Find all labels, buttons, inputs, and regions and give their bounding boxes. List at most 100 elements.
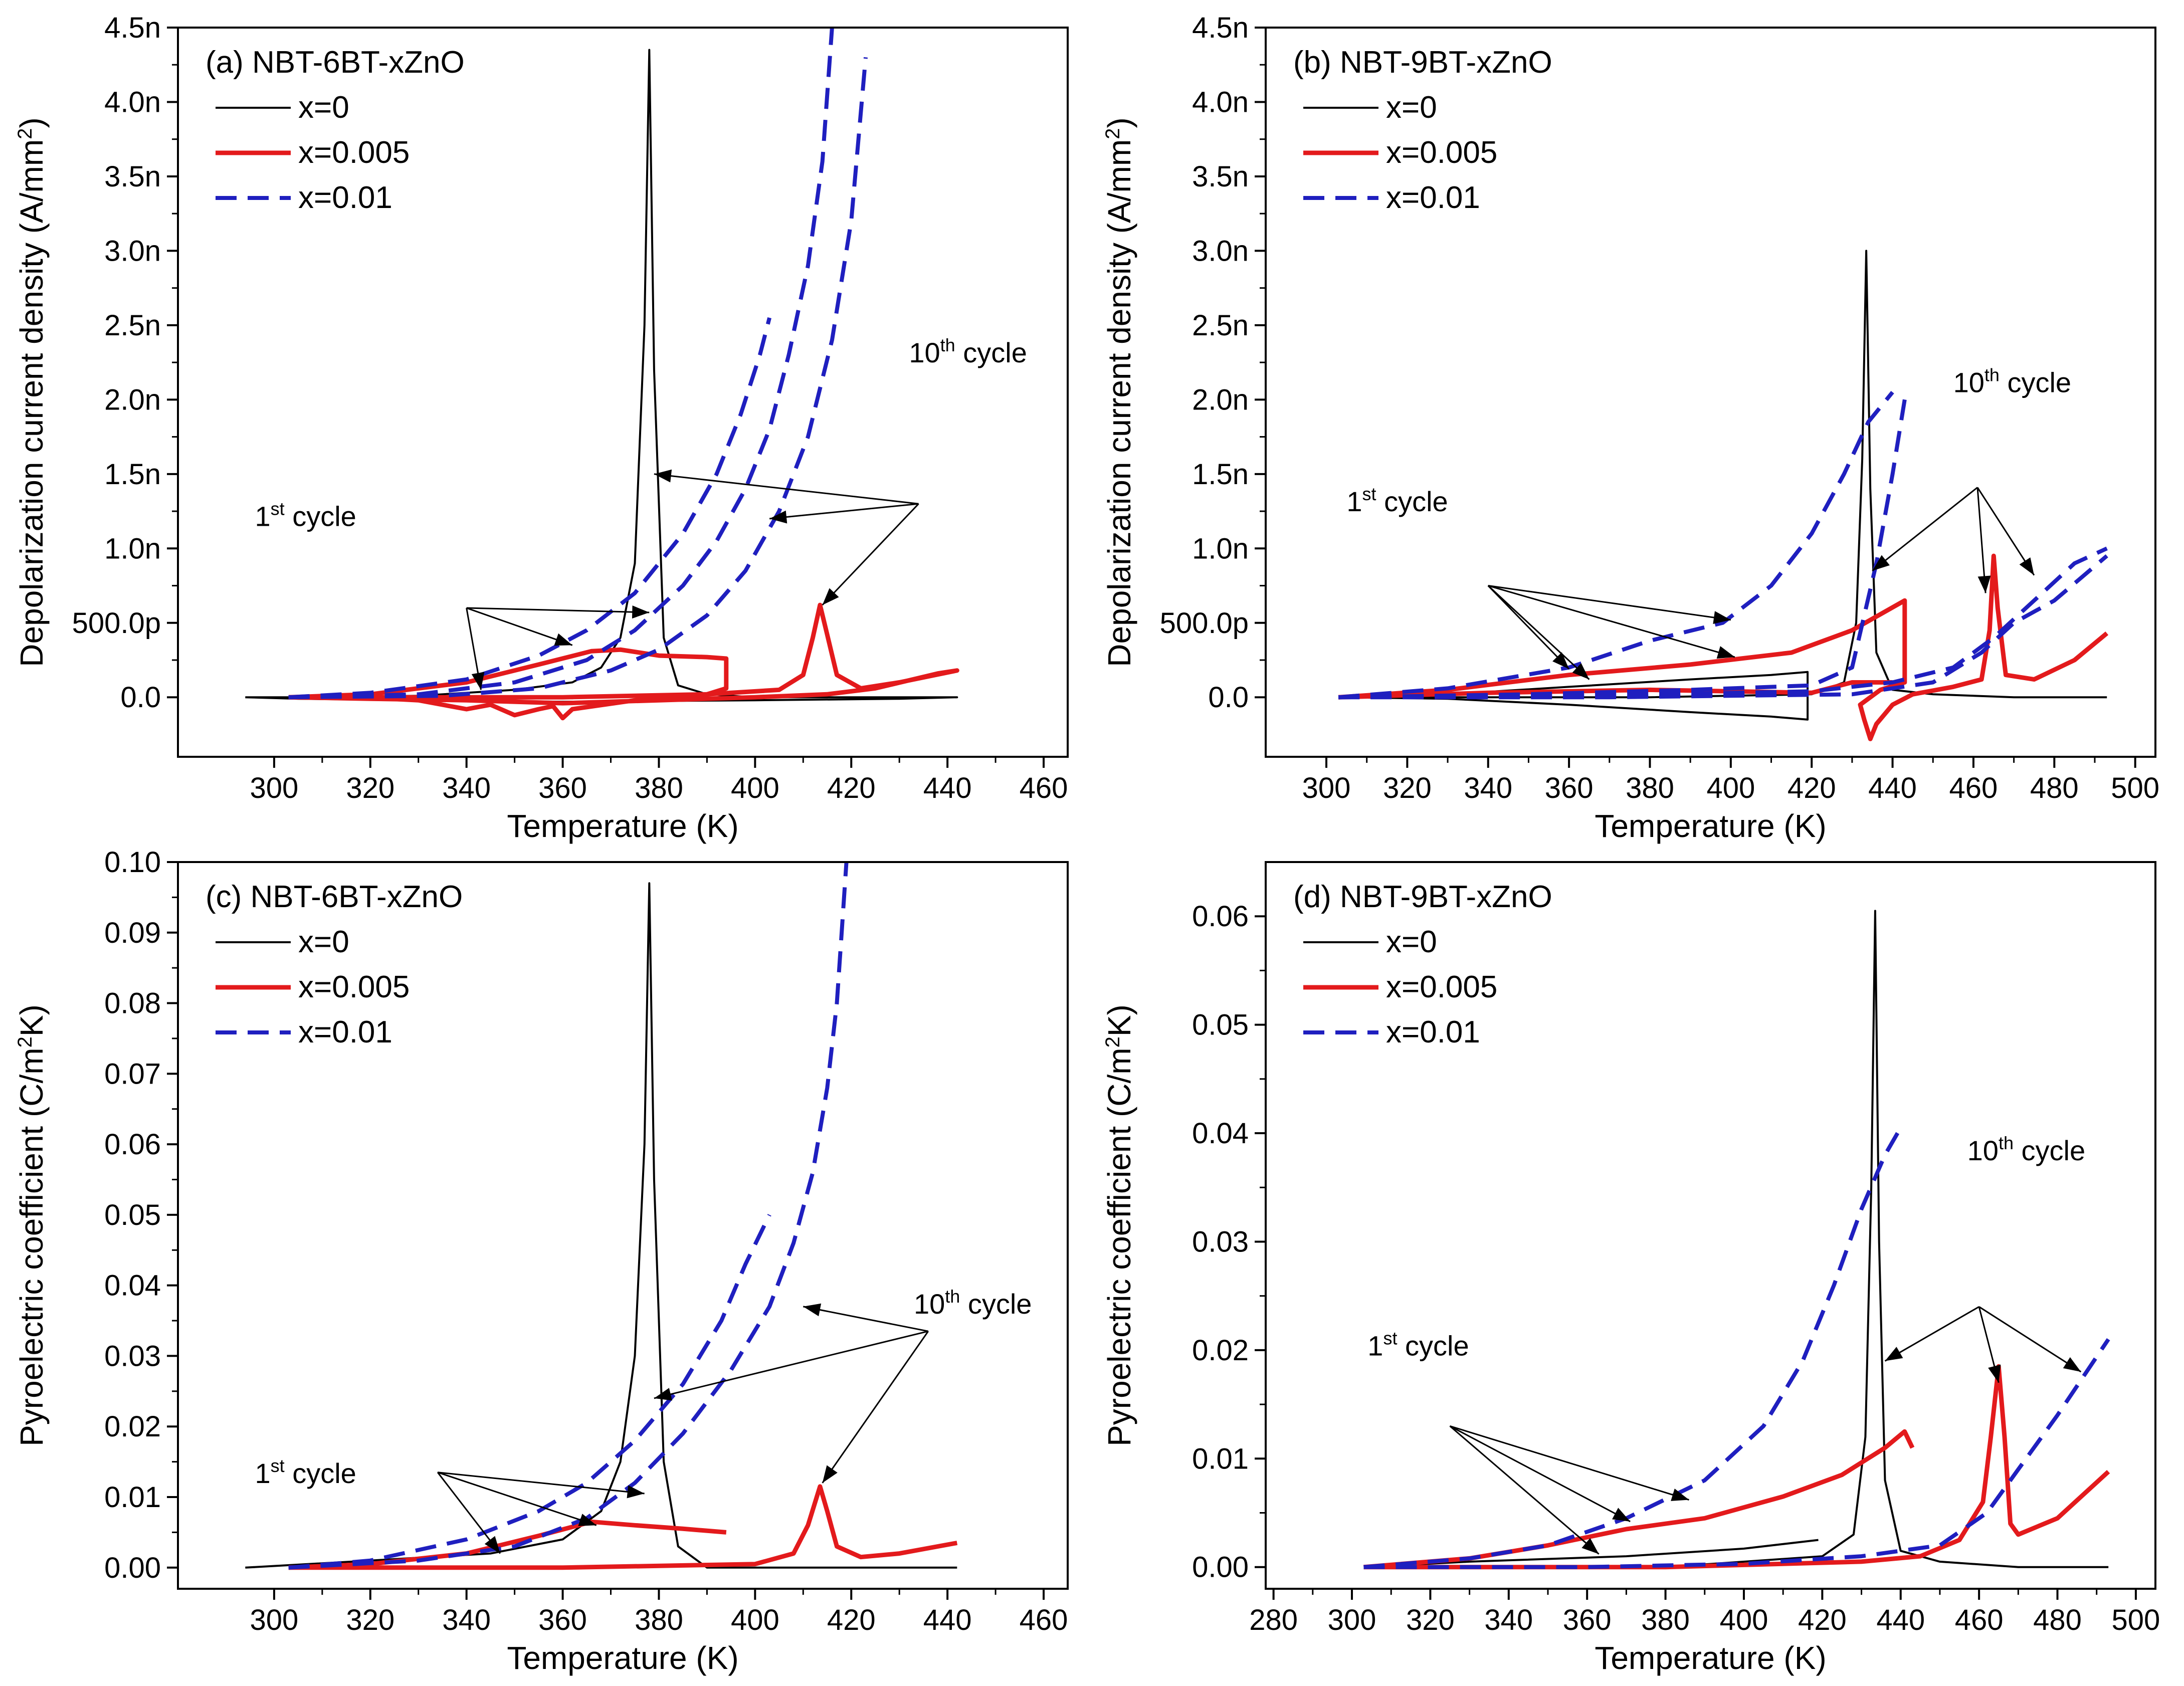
x-tick-label: 440: [1876, 1604, 1925, 1636]
x-tick-label: 380: [1626, 772, 1674, 804]
y-tick-label: 0.06: [104, 1128, 161, 1161]
y-tick-label: 0.02: [104, 1410, 161, 1443]
x-tick-label: 400: [731, 772, 779, 804]
y-tick-label: 0.03: [104, 1340, 161, 1372]
y-tick-label: 0.0: [120, 681, 161, 714]
panel-title: (c) NBT-6BT-xZnO: [206, 880, 463, 914]
annotation-arrow-0: [1872, 487, 1978, 572]
y-tick-label: 4.5n: [104, 12, 161, 44]
y-tick-label: 0.08: [104, 987, 161, 1020]
x-tick-label: 420: [827, 1604, 876, 1636]
y-tick-label: 0.0: [1208, 681, 1249, 714]
y-axis-title-sup: 2: [14, 128, 36, 139]
annotation-label: 10th cycle: [909, 335, 1027, 368]
annotation-number: 1: [255, 501, 271, 532]
annotation-arrow-1-head: [1716, 646, 1735, 659]
annotation-number: 1: [1367, 1330, 1383, 1362]
y-tick-label: 0.00: [104, 1552, 161, 1584]
y-axis-title-close: K): [1101, 1004, 1137, 1036]
annotation-rest: cycle: [960, 1288, 1032, 1320]
annotation-arrow-2: [822, 1331, 929, 1484]
x-tick-label: 360: [538, 1604, 587, 1636]
y-tick-label: 1.5n: [104, 458, 161, 491]
annotation-number: 1: [255, 1457, 271, 1489]
x-tick-label: 300: [1302, 772, 1351, 804]
annotation-rest: cycle: [2000, 367, 2071, 398]
annotation-0: 1st cycle: [255, 499, 650, 690]
y-tick-label: 0.07: [104, 1058, 161, 1090]
annotation-arrow-0: [654, 473, 919, 505]
annotation-1: 10th cycle: [1884, 1133, 2085, 1383]
plot-frame: [177, 27, 1069, 758]
y-tick-label: 4.0n: [104, 86, 161, 118]
y-axis-title: Pyroelectric coefficient (C/m2K): [14, 1004, 50, 1446]
annotation-arrow-1-head: [803, 1303, 822, 1317]
y-tick-label: 0.04: [104, 1270, 161, 1302]
panel-b: 300 320 340 360 380 400 420 440 460 480 500 0.0 500.…: [1101, 12, 2159, 844]
y-tick-label: 0.03: [1192, 1225, 1249, 1258]
plot-frame: [1265, 27, 2156, 758]
legend-label: x=0.01: [1386, 1015, 1480, 1049]
series-group: [1338, 250, 2109, 741]
annotation-arrow-1-head: [1977, 575, 1991, 593]
y-tick-label: 2.5n: [1192, 309, 1249, 342]
annotation-arrow-2: [437, 1471, 645, 1495]
x-tick-label: 460: [1020, 1604, 1068, 1636]
y-tick-label: 0.05: [104, 1199, 161, 1231]
x-tick-label: 460: [1949, 772, 1998, 804]
annotation-label: 10th cycle: [1967, 1133, 2085, 1166]
legend-label: x=0.01: [1386, 180, 1480, 215]
x-tick-label: 320: [1383, 772, 1432, 804]
annotation-label: 1st cycle: [255, 1455, 356, 1489]
y-tick-label: 500.0p: [1160, 607, 1249, 640]
y-axis-title-sup: 2: [1102, 128, 1124, 139]
x-tick-label: 320: [1406, 1604, 1455, 1636]
series-group: [245, 862, 958, 1570]
x-tick-label: 360: [1545, 772, 1594, 804]
series-line-x-0-01-6: [1338, 546, 2108, 700]
panel-c: 300 320 340 360 380 400 420 440 460 0.00 0.01 0.02 0…: [14, 846, 1069, 1676]
annotation-arrow-1-head: [1988, 1364, 2001, 1383]
annotation-arrow-2-head: [1552, 652, 1569, 669]
y-tick-label: 3.0n: [104, 235, 161, 267]
y-tick-label: 0.05: [1192, 1009, 1249, 1041]
y-axis-title: Depolarization current density (A/mm2): [14, 117, 50, 667]
x-tick-label: 480: [2033, 1604, 2082, 1636]
x-tick-label: 400: [1706, 772, 1755, 804]
series-line-x-0-01-4: [288, 28, 834, 700]
x-tick-label: 420: [1798, 1604, 1847, 1636]
series-line-x-0-01-3: [288, 317, 771, 700]
annotation-arrow-3-head: [1572, 663, 1590, 680]
annotation-arrow-1-head: [471, 672, 485, 690]
series-line-x-0-01-5: [1363, 1338, 2110, 1569]
x-tick-label: 380: [635, 772, 683, 804]
series-line-x-0-1: [1363, 910, 2109, 1568]
annotation-0: 1st cycle: [1346, 484, 1735, 680]
y-tick-label: 0.01: [104, 1481, 161, 1514]
panel-title: (a) NBT-6BT-xZnO: [206, 45, 465, 80]
annotation-arrow-0: [1488, 585, 1731, 621]
annotation-arrow-1: [1488, 585, 1735, 658]
annotation-rest: cycle: [955, 337, 1027, 368]
annotation-arrow-1: [437, 1471, 501, 1554]
annotation-arrow-1: [769, 503, 919, 520]
x-tick-label: 300: [250, 1604, 299, 1636]
annotation-arrow-0: [1450, 1425, 1689, 1501]
annotation-rest: cycle: [285, 1457, 356, 1489]
annotation-arrow-0-head: [1872, 555, 1890, 571]
annotation-1: 10th cycle: [654, 1286, 1032, 1484]
panel-a: 300 320 340 360 380 400 420 440 460 0.0 500.0p 1.0n…: [14, 12, 1069, 844]
annotation-sup: st: [271, 1455, 285, 1476]
annotation-arrow-2-head: [2019, 557, 2034, 575]
annotation-0: 1st cycle: [1367, 1328, 1689, 1555]
annotation-rest: cycle: [1397, 1330, 1469, 1362]
annotation-number: 1: [1346, 486, 1362, 517]
x-axis-title: Temperature (K): [1595, 808, 1826, 844]
x-tick-label: 440: [1868, 772, 1917, 804]
annotation-sup: st: [1362, 484, 1376, 504]
y-axis-title-main: Pyroelectric coefficient (C/m: [14, 1047, 50, 1446]
annotation-sup: th: [1999, 1133, 2014, 1153]
annotation-arrow-2: [1449, 1425, 1600, 1555]
annotation-rest: cycle: [2014, 1135, 2085, 1166]
annotation-number: 10: [914, 1288, 945, 1320]
